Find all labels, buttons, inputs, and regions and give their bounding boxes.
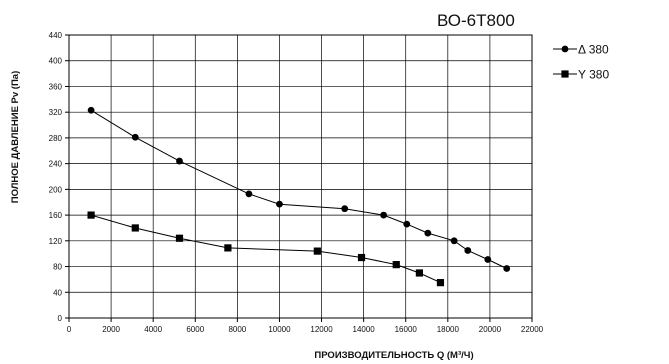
x-tick-label: 22000 [521,325,544,334]
legend-item: Δ 380 [553,43,609,57]
y-tick-label: 440 [49,31,63,40]
x-tick-label: 6000 [186,325,204,334]
y-tick-label: 280 [49,134,63,143]
data-point [484,256,492,263]
x-tick-label: 10000 [268,325,291,334]
data-point [131,224,139,232]
x-tick-label: 4000 [144,325,162,334]
data-point [276,200,283,208]
y-tick-label: 200 [49,185,63,194]
data-point [245,190,253,198]
legend-label: Δ 380 [578,43,609,57]
x-tick-label: 8000 [228,325,246,334]
data-point [357,253,366,262]
x-tick-label: 0 [67,325,72,334]
data-point [436,279,445,287]
series-2 [87,211,445,287]
y-tick-label: 40 [53,288,62,297]
data-point [341,205,349,213]
data-point [176,157,183,165]
chart-title: ВО-6Т800 [437,11,515,30]
data-point [450,237,458,245]
y-tick-label: 0 [58,314,63,323]
series-layer [87,106,511,287]
data-point [424,229,432,237]
data-point [403,220,411,228]
y-tick-label: 400 [49,57,63,66]
data-point [87,106,95,114]
grid-lines [68,34,533,319]
y-tick-label: 320 [49,108,63,117]
x-axis-label: ПРОИЗВОДИТЕЛЬНОСТЬ Q (М³/Ч) [314,350,473,361]
legend-marker [561,45,569,53]
data-point [392,261,400,269]
y-tick-label: 80 [53,263,62,272]
plot-area [68,34,533,319]
x-tick-label: 2000 [102,325,120,334]
legend: Δ 380 Y 380 [553,43,609,82]
data-point [464,247,472,254]
legend-item: Y 380 [553,68,609,82]
data-point [87,211,95,219]
y-tick-label: 360 [49,82,63,91]
x-axis-ticks: 0 2000 4000 6000 8000 10000 12000 14000 16000 180… [67,318,544,334]
data-point [380,211,388,219]
legend-label: Y 380 [578,68,609,82]
series-line [90,214,441,284]
x-tick-label: 16000 [395,325,418,334]
data-point [224,244,232,252]
y-tick-label: 120 [49,237,63,246]
x-tick-label: 12000 [310,325,333,334]
legend-marker [561,70,569,78]
y-tick-label: 240 [49,160,63,169]
y-axis-label: ПОЛНОЕ ДАВЛЕНИЕ Pv (Па) [10,71,21,204]
data-point [503,265,511,272]
data-point [175,234,184,242]
y-axis-ticks: 0 40 80 120 160 200 240 280 320 360 400 440 [49,31,69,323]
x-tick-label: 20000 [479,325,502,334]
data-point [131,133,139,141]
data-point [415,269,424,277]
series-1 [87,106,511,272]
x-tick-label: 14000 [353,325,376,334]
data-point [313,247,321,255]
y-tick-label: 160 [49,211,63,220]
x-tick-label: 18000 [437,325,460,334]
